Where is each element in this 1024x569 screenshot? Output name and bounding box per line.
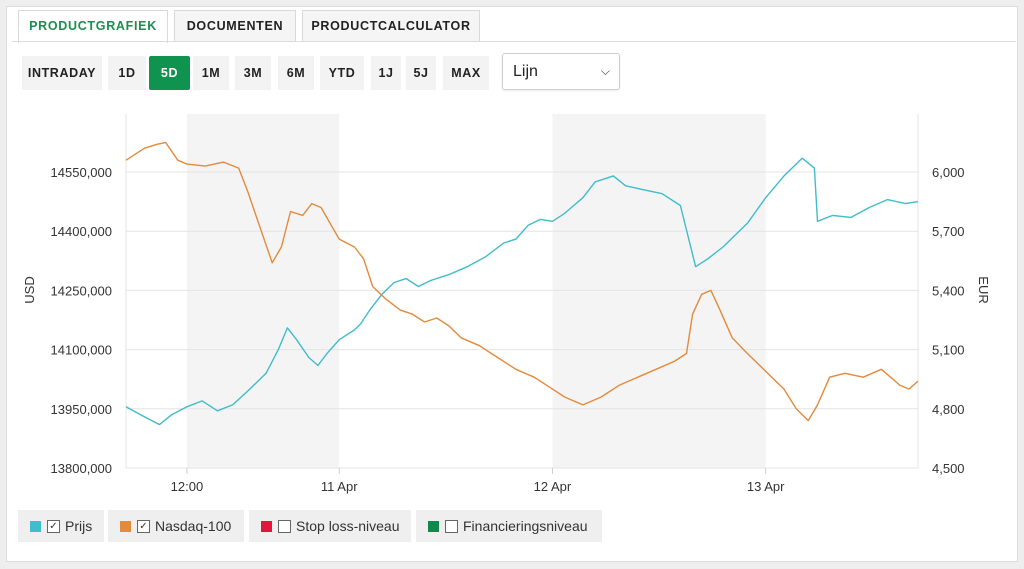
tab-divider xyxy=(12,41,1016,42)
y-tick-label-right: 4,500 xyxy=(932,461,965,476)
y-tick-label-left: 13950,000 xyxy=(51,402,112,417)
legend-item-financieringsniveau[interactable]: Financieringsniveau xyxy=(416,510,602,542)
legend-item-prijs[interactable]: ✓ Prijs xyxy=(18,510,104,542)
y-tick-label-left: 14250,000 xyxy=(51,283,112,298)
x-tick-label: 12 Apr xyxy=(534,479,572,494)
range-max-button[interactable]: MAX xyxy=(443,56,489,90)
y-tick-label-right: 5,400 xyxy=(932,283,965,298)
legend-label-nasdaq: Nasdaq-100 xyxy=(155,518,232,534)
x-tick-label: 12:00 xyxy=(171,479,204,494)
shaded-period-1 xyxy=(552,114,766,468)
y-tick-label-left: 14550,000 xyxy=(51,165,112,180)
legend-swatch-financieringsniveau xyxy=(428,521,439,532)
y-tick-label-right: 6,000 xyxy=(932,165,965,180)
range-5d-button[interactable]: 5D xyxy=(149,56,190,90)
series-line-prijs xyxy=(125,157,919,426)
y-tick-label-right: 5,100 xyxy=(932,343,965,358)
legend-checkbox-stop-loss[interactable] xyxy=(278,520,291,533)
x-tick-label: 11 Apr xyxy=(321,479,358,494)
y-tick-label-left: 13800,000 xyxy=(51,461,112,476)
range-3m-button[interactable]: 3M xyxy=(235,56,271,90)
chevron-down-icon: ⌵ xyxy=(600,64,610,78)
x-tick-label: 13 Apr xyxy=(747,479,785,494)
legend-checkbox-financieringsniveau[interactable] xyxy=(445,520,458,533)
y-axis-title-right: EUR xyxy=(976,276,991,303)
tab-productcalculator[interactable]: PRODUCTCALCULATOR xyxy=(302,10,480,42)
chart-type-value: Lijn xyxy=(513,63,538,80)
range-5j-button[interactable]: 5J xyxy=(406,56,436,90)
range-1d-button[interactable]: 1D xyxy=(108,56,146,90)
chart-type-select[interactable]: Lijn ⌵ xyxy=(502,53,620,90)
range-intraday-button[interactable]: INTRADAY xyxy=(22,56,102,90)
legend-item-stop-loss[interactable]: Stop loss-niveau xyxy=(249,510,411,542)
legend-swatch-stop-loss xyxy=(261,521,272,532)
chart-panel xyxy=(6,6,1018,562)
tab-productgrafiek[interactable]: PRODUCTGRAFIEK xyxy=(18,10,168,43)
y-tick-label-left: 14400,000 xyxy=(51,224,112,239)
tab-documenten[interactable]: DOCUMENTEN xyxy=(174,10,296,42)
y-tick-label-right: 4,800 xyxy=(932,402,965,417)
range-1m-button[interactable]: 1M xyxy=(193,56,229,90)
y-tick-label-left: 14100,000 xyxy=(51,343,112,358)
legend-label-stop-loss: Stop loss-niveau xyxy=(296,518,400,534)
shaded-period-0 xyxy=(186,114,340,468)
legend-swatch-prijs xyxy=(30,521,41,532)
legend-checkbox-nasdaq[interactable]: ✓ xyxy=(137,520,150,533)
y-axis-title-left: USD xyxy=(22,276,37,303)
y-tick-label-right: 5,700 xyxy=(932,224,965,239)
series-line-nasdaq-100 xyxy=(125,141,919,422)
range-1j-button[interactable]: 1J xyxy=(371,56,401,90)
range-ytd-button[interactable]: YTD xyxy=(320,56,364,90)
legend-item-nasdaq[interactable]: ✓ Nasdaq-100 xyxy=(108,510,244,542)
legend-checkbox-prijs[interactable]: ✓ xyxy=(47,520,60,533)
legend-swatch-nasdaq xyxy=(120,521,131,532)
legend-label-prijs: Prijs xyxy=(65,518,93,534)
legend-label-financieringsniveau: Financieringsniveau xyxy=(463,518,588,534)
range-6m-button[interactable]: 6M xyxy=(278,56,314,90)
